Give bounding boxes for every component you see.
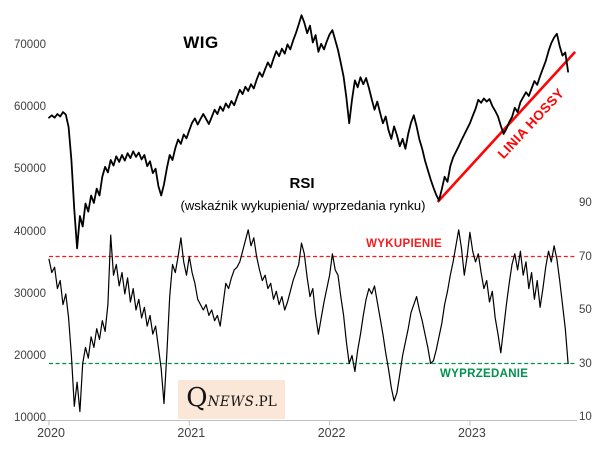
series-rsi [48, 229, 569, 413]
rsi-title: RSI [289, 175, 315, 192]
qnews-news: NEWS [207, 394, 255, 410]
oversold-label: WYPRZEDANIE [440, 368, 529, 380]
y-axis-label-left: 50000 [14, 163, 46, 176]
y-axis-label-right: 90 [579, 197, 592, 209]
y-axis-label-left: 70000 [14, 39, 46, 51]
x-axis-label: 2021 [177, 426, 206, 440]
rsi-subtitle: (wskaźnik wykupienia/ wyprzedania rynku) [180, 198, 426, 213]
series-wig [48, 14, 569, 250]
x-axis-label: 2023 [457, 426, 486, 440]
overbought-label: WYKUPIENIE [366, 238, 442, 250]
y-axis-label-left: 40000 [14, 225, 46, 238]
qnews-pl: .PL [254, 394, 277, 410]
y-axis-label-left: 20000 [14, 349, 46, 362]
y-axis-label-left: 30000 [14, 287, 46, 300]
qnews-watermark: Q NEWS .PL [178, 380, 285, 419]
y-axis-label-left: 60000 [14, 101, 46, 114]
y-axis-label-left: 10000 [14, 412, 46, 425]
y-axis-label-right: 70 [579, 250, 592, 263]
wig-title: WIG [183, 33, 219, 52]
x-axis-label: 2020 [37, 426, 65, 440]
y-axis-label-right: 50 [579, 304, 592, 316]
qnews-q: Q [186, 383, 208, 413]
y-axis-label-right: 10 [579, 411, 592, 423]
x-axis-label: 2022 [317, 426, 346, 440]
y-axis-label-right: 30 [579, 357, 592, 370]
